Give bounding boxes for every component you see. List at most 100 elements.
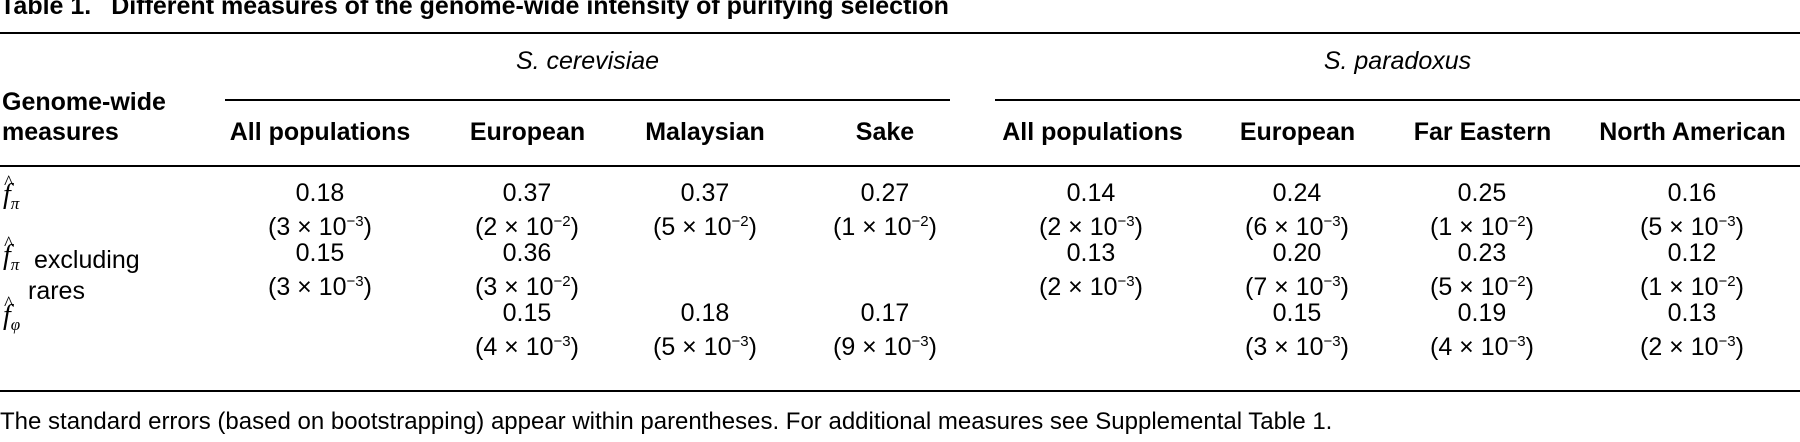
cell-standard-error: (3 × 10−3) (1245, 333, 1349, 361)
row-label-excluding: excluding (34, 246, 140, 274)
cell-value: 0.14 (1066, 179, 1116, 207)
table-number: Table 1. (0, 0, 92, 20)
se-exponent: −3 (1323, 273, 1341, 290)
row-label-f-phi: ^ fφ (3, 293, 21, 334)
se-mantissa: 3 (1253, 333, 1268, 361)
rowhead-label-line1: Genome-wide (2, 88, 166, 116)
cell-standard-error: (5 × 10−2) (1430, 273, 1534, 301)
cell-standard-error: (3 × 10−3) (268, 213, 372, 241)
top-rule (0, 32, 1800, 34)
cell-value: 0.15 (295, 239, 345, 267)
group-header-s-cerevisiae: S. cerevisiae (515, 47, 660, 75)
se-mantissa: 2 (483, 213, 498, 241)
se-mantissa: 3 (483, 273, 498, 301)
cell-value: 0.18 (295, 179, 345, 207)
cell-standard-error: (6 × 10−3) (1245, 213, 1349, 241)
group-rule-s-paradoxus (995, 99, 1800, 101)
col-header-sc-european: European (469, 118, 586, 146)
se-exponent: −2 (911, 213, 929, 230)
cell-value: 0.37 (502, 179, 552, 207)
se-exponent: −2 (1718, 273, 1736, 290)
row-label-f-pi-excl: ^ fπ (3, 233, 20, 274)
table-caption: Different measures of the genome-wide in… (111, 0, 949, 20)
se-mantissa: 6 (1253, 213, 1268, 241)
col-header-sp-european: European (1239, 118, 1356, 146)
cell-standard-error: (1 × 10−2) (1430, 213, 1534, 241)
cell-standard-error: (2 × 10−3) (1039, 273, 1143, 301)
cell-value: 0.15 (502, 299, 552, 327)
table-footnote: The standard errors (based on bootstrapp… (0, 408, 1333, 435)
se-mantissa: 1 (841, 213, 856, 241)
se-exponent: −3 (346, 213, 364, 230)
se-exponent: −3 (1323, 213, 1341, 230)
cell-value: 0.15 (1272, 299, 1322, 327)
cell-standard-error: (9 × 10−3) (833, 333, 937, 361)
cell-standard-error: (5 × 10−3) (1640, 213, 1744, 241)
cell-value: 0.27 (860, 179, 910, 207)
se-mantissa: 4 (1438, 333, 1453, 361)
col-header-sc-malaysian: Malaysian (645, 118, 765, 146)
se-mantissa: 5 (1438, 273, 1453, 301)
se-exponent: −2 (553, 273, 571, 290)
se-mantissa: 4 (483, 333, 498, 361)
col-header-sp-far-eastern: Far Eastern (1413, 118, 1552, 146)
cell-value: 0.13 (1667, 299, 1717, 327)
se-exponent: −3 (346, 273, 364, 290)
cell-value: 0.17 (860, 299, 910, 327)
se-exponent: −2 (731, 213, 749, 230)
cell-standard-error: (3 × 10−2) (475, 273, 579, 301)
col-header-sp-north-american: North American (1599, 118, 1786, 146)
se-mantissa: 5 (661, 333, 676, 361)
bottom-rule (0, 390, 1800, 392)
cell-standard-error: (4 × 10−3) (475, 333, 579, 361)
row-label-rares: rares (28, 277, 85, 305)
cell-value: 0.25 (1457, 179, 1507, 207)
cell-value: 0.16 (1667, 179, 1717, 207)
se-exponent: −3 (1718, 213, 1736, 230)
col-header-sp-all: All populations (1002, 118, 1183, 146)
table-title: Table 1. Different measures of the genome… (0, 0, 949, 21)
cell-standard-error: (1 × 10−2) (833, 213, 937, 241)
cell-value: 0.37 (680, 179, 730, 207)
se-mantissa: 2 (1047, 273, 1062, 301)
se-exponent: −3 (553, 333, 571, 350)
se-mantissa: 7 (1253, 273, 1268, 301)
se-mantissa: 5 (1648, 213, 1663, 241)
cell-value: 0.19 (1457, 299, 1507, 327)
se-exponent: −3 (911, 333, 929, 350)
cell-value: 0.12 (1667, 239, 1717, 267)
cell-value: 0.36 (502, 239, 552, 267)
cell-value: 0.13 (1066, 239, 1116, 267)
rowhead-label-line2: measures (2, 118, 119, 146)
se-mantissa: 3 (276, 213, 291, 241)
se-exponent: −3 (1117, 213, 1135, 230)
cell-value: 0.20 (1272, 239, 1322, 267)
se-mantissa: 9 (841, 333, 856, 361)
se-exponent: −2 (1508, 273, 1526, 290)
se-mantissa: 1 (1438, 213, 1453, 241)
cell-standard-error: (5 × 10−2) (653, 213, 757, 241)
se-mantissa: 3 (276, 273, 291, 301)
se-exponent: −3 (1718, 333, 1736, 350)
se-mantissa: 2 (1047, 213, 1062, 241)
se-exponent: −3 (1323, 333, 1341, 350)
cell-standard-error: (5 × 10−3) (653, 333, 757, 361)
cell-value: 0.23 (1457, 239, 1507, 267)
cell-standard-error: (2 × 10−3) (1640, 333, 1744, 361)
se-exponent: −2 (553, 213, 571, 230)
cell-standard-error: (1 × 10−2) (1640, 273, 1744, 301)
col-header-sc-sake: Sake (855, 118, 915, 146)
se-exponent: −3 (731, 333, 749, 350)
col-header-sc-all: All populations (229, 118, 411, 146)
cell-value: 0.18 (680, 299, 730, 327)
se-mantissa: 2 (1648, 333, 1663, 361)
row-label-f-pi: ^ fπ (3, 172, 20, 213)
se-mantissa: 5 (661, 213, 676, 241)
group-header-s-paradoxus: S. paradoxus (1323, 47, 1472, 75)
se-exponent: −3 (1117, 273, 1135, 290)
cell-standard-error: (7 × 10−3) (1245, 273, 1349, 301)
header-rule (0, 165, 1800, 167)
cell-standard-error: (2 × 10−3) (1039, 213, 1143, 241)
se-exponent: −2 (1508, 213, 1526, 230)
se-exponent: −3 (1508, 333, 1526, 350)
